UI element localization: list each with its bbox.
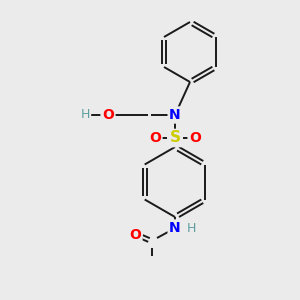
Text: O: O: [129, 228, 141, 242]
Text: S: S: [169, 130, 181, 146]
Text: N: N: [169, 108, 181, 122]
Text: N: N: [169, 221, 181, 235]
Text: O: O: [102, 108, 114, 122]
Text: O: O: [189, 131, 201, 145]
Text: O: O: [149, 131, 161, 145]
Text: H: H: [186, 221, 196, 235]
Text: H: H: [80, 109, 90, 122]
